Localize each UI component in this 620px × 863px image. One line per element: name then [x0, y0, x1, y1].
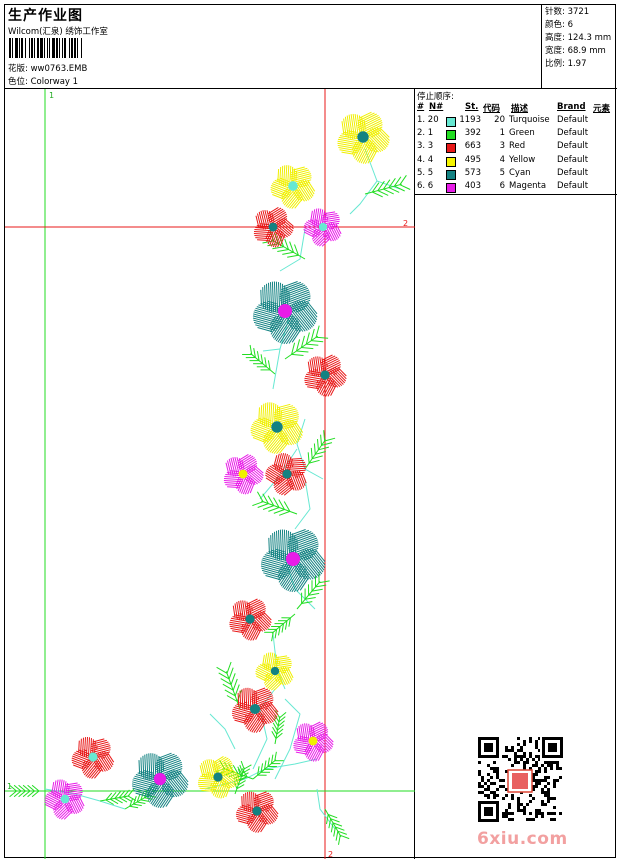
row-num: 6. 6 — [417, 181, 434, 191]
design-stats: 针数: 3721 颜色: 6 高度: 124.3 mm 宽度: 68.9 mm … — [541, 5, 617, 89]
color-count: 颜色: 6 — [545, 20, 573, 30]
color-swatch — [446, 130, 456, 141]
row-brand: Default — [557, 141, 589, 152]
table-row: 1. 20 1193 20 Turquoise Default — [415, 115, 617, 128]
row-stitches: 392 — [464, 128, 481, 139]
row-code: 3 — [499, 141, 505, 152]
flower-magenta — [303, 208, 342, 247]
flower-red — [229, 598, 272, 641]
col-elements: 元素 — [593, 104, 611, 114]
flower-cyan — [131, 752, 189, 809]
row-num: 3. 3 — [417, 141, 434, 152]
row-desc: Red — [509, 141, 526, 152]
flower-yellow — [337, 111, 390, 164]
qr-code-icon — [478, 737, 564, 823]
flower-red — [253, 206, 294, 248]
header-block: 生产作业图 Wilcom(汇泉) 绣饰工作室 花版: ww0763.EMB 色位… — [5, 5, 617, 89]
row-desc: Green — [509, 128, 535, 139]
col-stitches: St. — [465, 102, 479, 112]
table-row: 5. 5 573 5 Cyan Default — [415, 168, 617, 181]
guide-label-v-red: 2 — [328, 850, 333, 859]
row-brand: Default — [557, 115, 589, 125]
flower-magenta — [223, 453, 264, 495]
row-brand: Default — [557, 181, 589, 191]
row-stitches: 495 — [464, 154, 481, 165]
flower-magenta — [293, 721, 334, 762]
flower-magenta — [44, 779, 85, 820]
color-swatch — [446, 183, 456, 193]
row-brand: Default — [557, 154, 589, 165]
row-desc: Magenta — [509, 181, 547, 191]
production-worksheet: 生产作业图 Wilcom(汇泉) 绣饰工作室 花版: ww0763.EMB 色位… — [4, 4, 617, 859]
stop-sequence-title: 停止顺序: — [417, 92, 454, 102]
flower-yellow — [255, 652, 294, 691]
row-desc: Cyan — [509, 167, 531, 178]
barcode-icon — [9, 38, 82, 58]
flower-yellow — [250, 402, 304, 455]
row-code: 6 — [499, 181, 505, 191]
row-code: 4 — [499, 154, 505, 165]
color-swatch — [446, 169, 456, 180]
row-code: 20 — [494, 115, 505, 125]
flower-red — [265, 452, 307, 496]
guide-label-v-green: 1 — [49, 91, 54, 100]
flower-red — [304, 354, 347, 397]
pattern-name: 花版: ww0763.EMB — [8, 64, 88, 74]
col-brand: Brand — [557, 102, 586, 112]
row-code: 5 — [499, 167, 505, 178]
color-swatch — [446, 117, 456, 127]
design-preview: 1 2 1 2 — [5, 89, 415, 859]
flower-yellow — [197, 755, 240, 799]
stop-sequence-table: 停止顺序: # N# St. 代码 描述 Brand 元素 1. 20 1193 2… — [415, 89, 617, 195]
row-stitches: 403 — [464, 181, 481, 191]
row-stitches: 1193 — [459, 115, 481, 125]
row-num: 1. 20 — [417, 115, 439, 125]
col-num: # — [417, 102, 425, 112]
design-width: 宽度: 68.9 mm — [545, 46, 606, 56]
table-row: 4. 4 495 4 Yellow Default — [415, 155, 617, 168]
row-desc: Turquoise — [509, 115, 550, 125]
row-stitches: 663 — [464, 141, 481, 152]
guide-label-h-red: 2 — [403, 219, 408, 228]
row-num: 2. 1 — [417, 128, 434, 139]
design-scale: 比例: 1.97 — [545, 59, 587, 69]
company-name: Wilcom(汇泉) 绣饰工作室 — [8, 27, 108, 37]
col-code: 代码 — [483, 104, 501, 114]
row-brand: Default — [557, 128, 589, 139]
color-swatch — [446, 143, 456, 154]
row-code: 1 — [499, 128, 505, 139]
flower-red — [235, 791, 279, 833]
flower-cyan — [252, 281, 318, 345]
design-height: 高度: 124.3 mm — [545, 33, 612, 43]
guide-label-h-green: 1 — [7, 782, 12, 791]
embroidery-design: 1 2 1 2 — [5, 89, 415, 859]
col-needle: N# — [429, 102, 444, 112]
row-brand: Default — [557, 167, 589, 178]
page-title: 生产作业图 — [8, 8, 83, 24]
row-num: 4. 4 — [417, 154, 434, 165]
flower-cyan — [260, 529, 326, 593]
color-swatch — [446, 156, 456, 167]
table-header: # N# St. 代码 描述 Brand 元素 — [415, 102, 617, 115]
flower-red — [231, 687, 279, 733]
watermark: 6xiu.com — [477, 829, 568, 849]
table-row: 6. 6 403 6 Magenta Default — [415, 181, 617, 194]
row-desc: Yellow — [509, 154, 536, 165]
flower-red — [71, 736, 115, 779]
table-row: 2. 1 392 1 Green Default — [415, 128, 617, 141]
table-row: 3. 3 663 3 Red Default — [415, 141, 617, 154]
row-stitches: 573 — [464, 167, 481, 178]
row-num: 5. 5 — [417, 167, 434, 178]
col-desc: 描述 — [511, 104, 529, 114]
stitch-count: 针数: 3721 — [545, 7, 590, 17]
colorway-name: 色位: Colorway 1 — [8, 77, 79, 87]
flower-yellow — [270, 165, 316, 209]
